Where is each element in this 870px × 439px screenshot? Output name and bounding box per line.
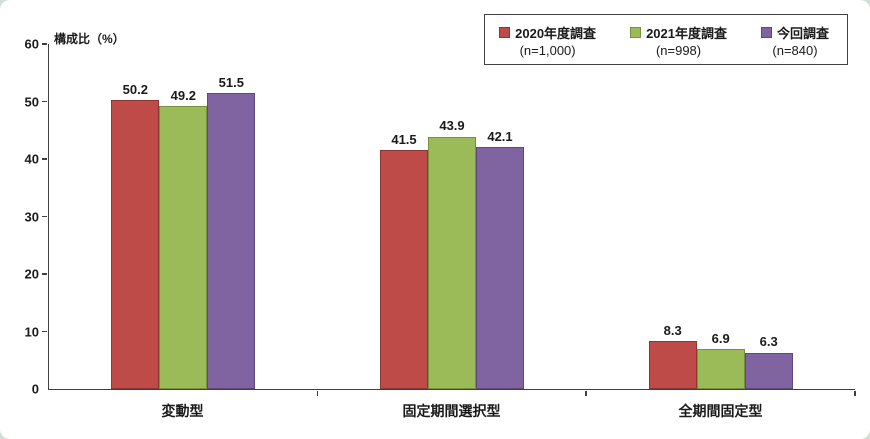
bar	[380, 150, 428, 389]
legend-row: 2021年度調査	[630, 23, 727, 42]
y-tick-label: 50	[24, 94, 39, 109]
legend-sample-size: (n=998)	[655, 43, 702, 58]
y-tick-label: 10	[24, 324, 39, 339]
category-label: 全期間固定型	[678, 403, 763, 419]
bar	[744, 352, 793, 389]
bar	[476, 146, 524, 389]
y-tick-mark	[42, 330, 47, 333]
bar	[648, 341, 697, 389]
x-tick-mark	[585, 391, 587, 396]
bar	[207, 92, 256, 389]
bar-wrap: 49.2	[159, 87, 208, 389]
bar-wrap: 8.3	[648, 322, 697, 389]
y-tick-label: 30	[24, 209, 39, 224]
bar	[159, 106, 208, 389]
y-tick-mark	[42, 273, 47, 275]
y-tick-label: 0	[31, 381, 39, 397]
legend-row: 今回調査	[760, 23, 829, 42]
y-tick-mark	[42, 43, 47, 45]
x-tick-mark	[854, 391, 856, 396]
bar-value-label: 8.3	[663, 322, 682, 338]
legend-sample-size: (n=840)	[772, 43, 818, 58]
legend-sample-size: (n=1,000)	[519, 43, 576, 58]
legend-swatch	[760, 27, 772, 38]
bar-value-label: 42.1	[487, 128, 513, 144]
bar	[696, 349, 745, 389]
bar-group: 41.5 43.9 42.1	[318, 44, 587, 389]
bar-wrap: 41.5	[380, 132, 428, 389]
y-tick-label: 60	[24, 36, 39, 52]
bar-value-label: 43.9	[439, 118, 465, 134]
bar-wrap: 43.9	[428, 118, 476, 389]
legend: 2020年度調査 (n=1,000) 2021年度調査 (n=998) 今回調査 (n=8…	[484, 14, 848, 65]
bar-wrap: 42.1	[476, 128, 524, 389]
legend-row: 2020年度調査	[499, 23, 596, 42]
y-tick-label: 20	[24, 266, 39, 282]
legend-series-name: 今回調査	[776, 26, 829, 41]
y-tick-mark	[42, 215, 47, 218]
plot-area: 50.2 49.2 51.5 41.5 43.9 42.1 8.3 6.9 6.3 0 10 20 3…	[25, 38, 856, 396]
category-label: 変動型	[161, 403, 204, 419]
bar-group: 8.3 6.9 6.3	[586, 44, 855, 389]
bar-value-label: 6.3	[759, 334, 778, 350]
legend-series-name: 2021年度調査	[646, 26, 727, 41]
category-label: 固定期間選択型	[402, 403, 501, 419]
y-tick-mark	[42, 100, 47, 103]
legend-swatch	[630, 27, 642, 38]
bar	[111, 100, 160, 389]
bar-groups: 50.2 49.2 51.5 41.5 43.9 42.1 8.3 6.9 6.3	[49, 44, 855, 389]
bar	[428, 136, 476, 389]
bar-value-label: 6.9	[711, 331, 730, 347]
bar-group: 50.2 49.2 51.5	[49, 44, 318, 389]
y-axis-title: 構成比（%）	[54, 32, 125, 46]
bar-value-label: 50.2	[122, 82, 148, 98]
bar-value-label: 51.5	[218, 74, 244, 90]
bar-wrap: 6.3	[744, 334, 793, 389]
legend-item: 2020年度調査 (n=1,000)	[499, 23, 596, 58]
bar-value-label: 49.2	[170, 87, 196, 103]
x-axis-labels: 変動型 固定期間選択型 全期間固定型	[48, 401, 855, 421]
bar-value-label: 41.5	[391, 132, 417, 148]
legend-item: 今回調査 (n=840)	[760, 23, 829, 58]
y-tick-label: 40	[24, 151, 39, 167]
legend-series-name: 2020年度調査	[515, 26, 597, 41]
bar-wrap: 51.5	[207, 74, 256, 389]
bar-wrap: 6.9	[696, 331, 745, 389]
bar-wrap: 50.2	[111, 82, 160, 389]
x-tick-mark	[316, 391, 319, 396]
legend-item: 2021年度調査 (n=998)	[630, 23, 727, 58]
legend-swatch	[499, 27, 511, 38]
y-tick-mark	[42, 158, 47, 160]
